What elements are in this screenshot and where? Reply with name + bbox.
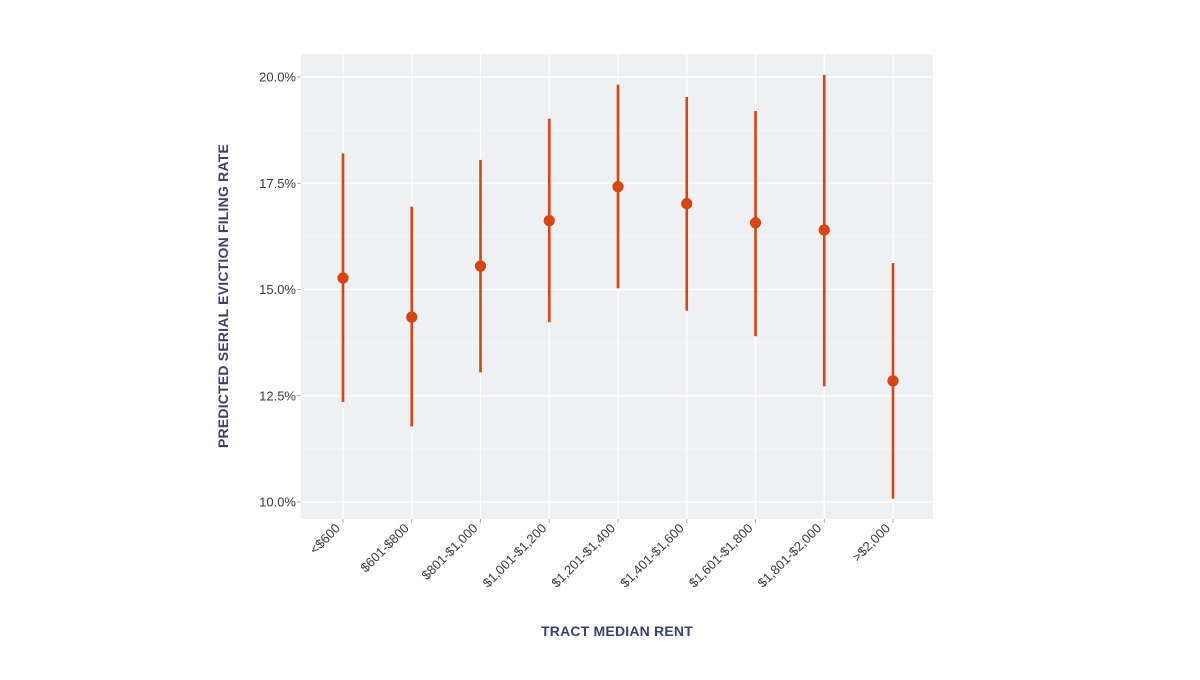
y-tick-label: 20.0%: [259, 70, 296, 85]
x-tick-label: <$600: [307, 521, 343, 557]
y-axis-ticks: 10.0% 12.5% 15.0% 17.5% 20.0%: [259, 70, 301, 510]
data-point: [818, 224, 830, 236]
data-marks: [337, 74, 899, 499]
x-axis-title: TRACT MEDIAN RENT: [541, 623, 693, 639]
data-point: [337, 272, 349, 284]
y-tick-label: 10.0%: [259, 495, 296, 510]
x-tick-label: $1,401-$1,600: [617, 521, 687, 591]
y-tick-label: 12.5%: [259, 388, 296, 403]
x-tick-label: $801-$1,000: [418, 521, 480, 583]
x-tick-label: $1,601-$1,800: [686, 521, 756, 591]
data-point: [612, 181, 624, 193]
x-tick-label: >$2,000: [849, 521, 893, 565]
data-point: [681, 198, 693, 210]
data-point: [543, 215, 555, 227]
x-tick-label: $1,001-$1,200: [479, 521, 549, 591]
data-point: [406, 311, 418, 323]
y-tick-label: 17.5%: [259, 176, 296, 191]
data-point: [474, 260, 487, 272]
y-axis-title: PREDICTED SERIAL EVICTION FILING RATE: [215, 144, 231, 448]
data-point: [887, 375, 899, 387]
x-tick-label: $1,201-$1,400: [548, 521, 618, 591]
y-tick-label: 15.0%: [259, 282, 296, 297]
x-axis-ticks: <$600 $601-$800 $801-$1,000$1,001-$1,200$1…: [307, 519, 894, 591]
x-tick-label: $1,801-$2,000: [754, 521, 824, 591]
data-point: [749, 217, 762, 229]
x-tick-label: $601-$800: [357, 521, 412, 576]
